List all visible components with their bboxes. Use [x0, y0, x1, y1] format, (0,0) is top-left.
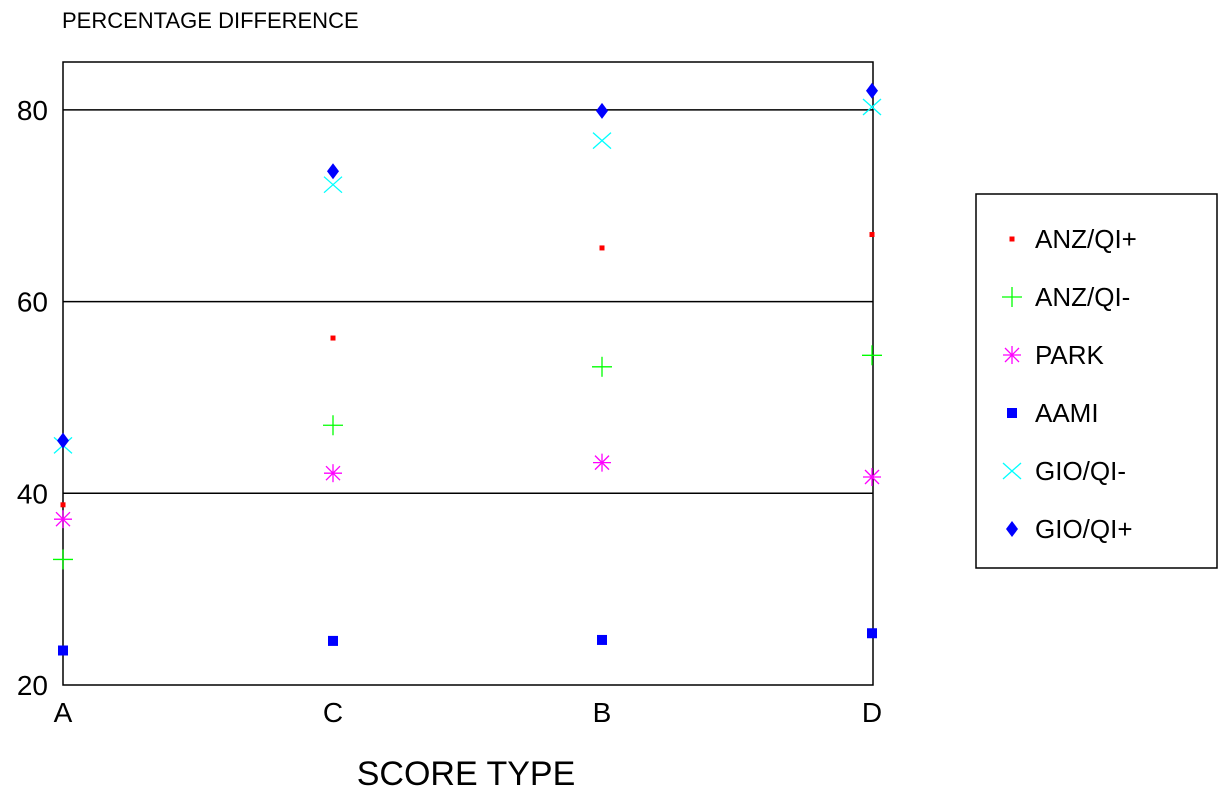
legend-marker-asterisk — [1003, 346, 1021, 364]
point-x-B — [592, 132, 612, 150]
point-dot-A — [60, 502, 66, 508]
point-x-D — [862, 98, 882, 116]
x-tick-label: C — [323, 697, 343, 728]
legend-marker-dot — [1009, 236, 1015, 242]
legend-box — [975, 193, 1218, 569]
point-square-B — [597, 634, 607, 645]
x-tick-label: B — [593, 697, 612, 728]
y-tick-label: 60 — [17, 287, 48, 318]
point-asterisk-B — [593, 453, 611, 472]
point-dot-B — [599, 245, 605, 251]
y-tick-label: 40 — [17, 478, 48, 509]
legend-marker-square — [1007, 408, 1017, 418]
y-tick-label: 80 — [17, 95, 48, 126]
legend-label: GIO/QI+ — [1035, 514, 1133, 544]
point-diamond-C — [327, 163, 339, 180]
point-asterisk-A — [54, 510, 72, 529]
x-tick-label: A — [54, 697, 73, 728]
legend-label: AAMI — [1035, 398, 1099, 428]
point-diamond-D — [866, 82, 878, 99]
point-plus-B — [592, 356, 612, 377]
data-points — [53, 82, 882, 656]
point-diamond-A — [57, 432, 69, 449]
legend: ANZ/QI+ ANZ/QI- PARK AAMI GIO/QI- GIO/QI+ — [1002, 224, 1137, 544]
legend-marker-x — [1002, 462, 1022, 480]
point-square-C — [328, 635, 338, 646]
point-plus-D — [862, 345, 882, 366]
legend-marker-plus — [1002, 287, 1022, 307]
point-diamond-B — [596, 102, 608, 119]
x-tick-label: D — [862, 697, 882, 728]
grid — [63, 109, 873, 495]
point-asterisk-D — [863, 468, 881, 487]
legend-label: PARK — [1035, 340, 1105, 370]
y-axis: 20 40 60 80 — [17, 95, 48, 701]
point-square-D — [867, 628, 877, 639]
legend-label: ANZ/QI- — [1035, 282, 1130, 312]
point-square-A — [58, 645, 68, 656]
point-x-C — [323, 176, 343, 194]
chart-title: PERCENTAGE DIFFERENCE — [62, 8, 359, 33]
y-tick-label: 20 — [17, 670, 48, 701]
point-plus-C — [323, 415, 343, 436]
point-dot-D — [869, 232, 875, 238]
x-axis-label: SCORE TYPE — [357, 755, 576, 793]
legend-label: ANZ/QI+ — [1035, 224, 1137, 254]
point-asterisk-C — [324, 464, 342, 483]
plot-frame — [62, 61, 874, 686]
legend-label: GIO/QI- — [1035, 456, 1126, 486]
legend-marker-diamond — [1006, 521, 1018, 537]
point-dot-C — [330, 335, 336, 341]
point-plus-A — [53, 549, 73, 570]
